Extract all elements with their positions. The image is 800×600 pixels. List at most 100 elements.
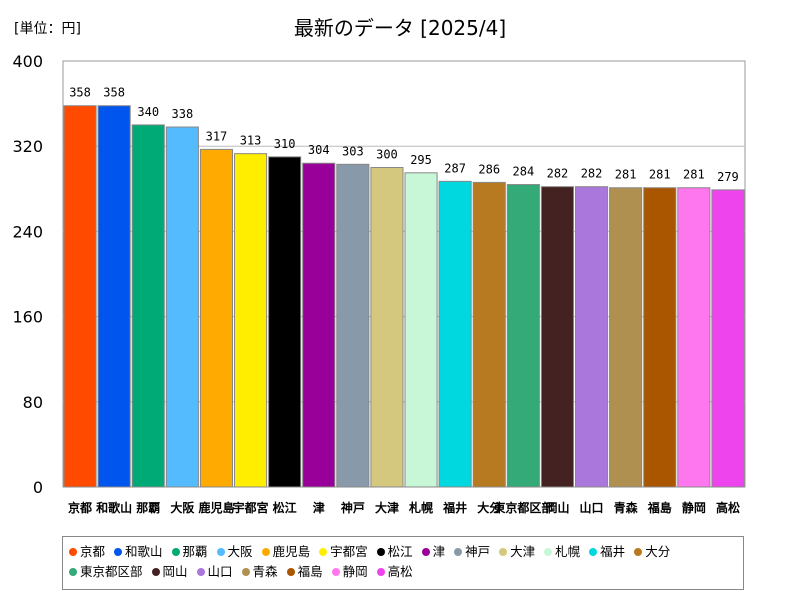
data-label: 284: [513, 165, 535, 179]
bar-岡山: [540, 186, 575, 488]
legend-label: 宇都宮: [330, 544, 368, 559]
legend-item: 津: [421, 542, 446, 562]
legend-label: 山口: [207, 564, 233, 579]
legend-marker: [216, 547, 225, 556]
legend-label: 東京都区部: [80, 564, 143, 579]
legend-item: 大津: [499, 542, 535, 562]
legend-marker: [376, 547, 385, 556]
data-label: 281: [649, 168, 671, 182]
x-tick-label: 札幌: [408, 500, 433, 515]
legend-marker: [261, 547, 270, 556]
legend-marker: [454, 547, 463, 556]
data-label: 281: [615, 168, 637, 182]
legend-marker: [544, 547, 553, 556]
x-tick-label: 那覇: [136, 501, 160, 515]
bar-津: [302, 162, 336, 488]
legend-marker: [589, 547, 598, 556]
x-tick-label: 青森: [614, 500, 639, 515]
bar-和歌山: [97, 105, 131, 488]
legend-marker: [241, 567, 250, 576]
x-tick-label: 大阪: [170, 500, 195, 515]
data-label: 358: [69, 86, 91, 100]
bar-東京都区部: [506, 184, 540, 488]
legend-label: 福島: [297, 564, 323, 579]
legend-label: 鹿児島: [272, 544, 311, 559]
legend-label: 岡山: [162, 564, 188, 579]
bar-高松: [711, 189, 745, 488]
legend-label: 大分: [645, 544, 671, 559]
legend-marker: [69, 547, 77, 556]
legend-marker: [151, 567, 160, 576]
unit-label: [単位：円]: [14, 21, 81, 37]
legend-item: 福井: [589, 542, 625, 562]
legend-item: 神戸: [454, 542, 490, 562]
legend-item: 大阪: [216, 542, 253, 562]
legend-label: 札幌: [555, 544, 581, 559]
bar-青森: [609, 187, 643, 488]
data-label: 303: [342, 144, 364, 158]
legend-label: 青森: [252, 564, 278, 579]
y-tick-label: 320: [12, 137, 43, 156]
legend-item: 和歌山: [114, 542, 163, 562]
data-label: 282: [547, 167, 569, 181]
legend-label: 神戸: [465, 544, 491, 559]
x-tick-label: 津: [313, 500, 325, 515]
legend-item: 青森: [241, 562, 278, 582]
y-tick-label: 0: [33, 478, 43, 497]
x-tick-label: 宇都宮: [233, 500, 269, 515]
data-label: 282: [581, 167, 603, 181]
chart-legend: 京都 和歌山 那覇 大阪 鹿児島 宇都宮 松江 津 神戸 大津 札幌 福井 大分東京都区部 岡山 山口 青森 福…: [62, 536, 744, 590]
data-label: 304: [308, 143, 330, 157]
data-label: 338: [172, 107, 194, 121]
bar-鹿児島: [199, 148, 233, 488]
data-label: 313: [240, 134, 262, 148]
bar-宇都宮: [234, 153, 268, 488]
x-tick-label: 高松: [716, 500, 740, 515]
x-tick-label: 神戸: [341, 500, 365, 515]
legend-marker: [171, 547, 180, 556]
data-label: 287: [444, 161, 466, 175]
data-label: 279: [717, 170, 739, 184]
legend-label: 静岡: [342, 564, 368, 579]
x-tick-label: 静岡: [682, 500, 706, 515]
legend-item: 鹿児島: [261, 542, 311, 562]
data-label: 300: [376, 148, 398, 162]
legend-item: 高松: [376, 562, 413, 582]
x-tick-label: 鹿児島: [198, 500, 234, 515]
legend-item: 東京都区部: [69, 562, 143, 582]
legend-item: 大分: [634, 542, 670, 562]
bar-chart: 0 80 160 240 320 400 358 京都 358 和歌山 340 那覇 338 大阪 317 鹿…: [12, 52, 746, 515]
legend-label: 津: [432, 544, 446, 559]
legend-item: 静岡: [331, 562, 368, 582]
data-label: 310: [274, 137, 296, 151]
bar-福島: [643, 187, 677, 488]
bar-京都: [63, 105, 97, 488]
legend-item: 那覇: [171, 542, 208, 562]
data-label: 358: [103, 86, 125, 100]
legend-marker: [286, 567, 295, 576]
x-tick-label: 京都: [68, 500, 92, 515]
y-tick-label: 240: [12, 222, 43, 241]
x-tick-label: 岡山: [545, 500, 569, 515]
legend-marker: [69, 567, 77, 576]
bar-札幌: [404, 172, 438, 488]
legend-label: 大津: [510, 544, 536, 559]
legend-label: 高松: [387, 564, 413, 579]
legend-marker: [319, 547, 328, 556]
bar-山口: [575, 186, 609, 488]
bar-松江: [268, 156, 302, 488]
y-tick-label: 400: [12, 52, 43, 71]
bar-那覇: [131, 124, 165, 488]
bar-大分: [472, 181, 506, 488]
bar-神戸: [336, 163, 370, 488]
legend-item: 松江: [376, 542, 413, 562]
x-tick-label: 大分: [477, 500, 501, 515]
legend-label: 大阪: [227, 544, 253, 559]
legend-marker: [499, 547, 508, 556]
x-tick-label: 東京都区部: [493, 500, 553, 515]
y-tick-label: 160: [12, 308, 43, 327]
data-label: 340: [137, 105, 159, 119]
x-tick-label: 福井: [442, 500, 467, 515]
data-label: 317: [206, 129, 228, 143]
chart-title: 最新のデータ [2025/4]: [293, 16, 507, 40]
